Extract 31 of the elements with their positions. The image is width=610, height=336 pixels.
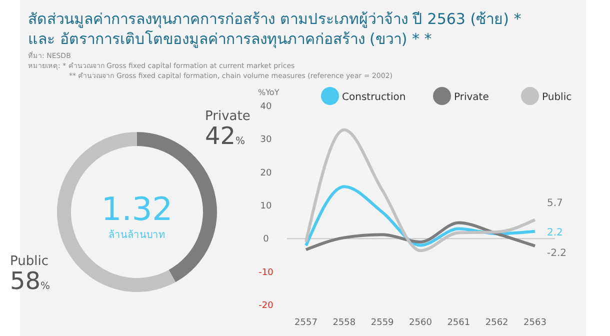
- y-tick-label: 40: [260, 102, 272, 112]
- text: ล้านล้านบาท: [108, 229, 166, 241]
- x-tick-label: 2558: [332, 318, 356, 328]
- y-tick-label: 0: [263, 234, 270, 245]
- line-series: [304, 221, 536, 252]
- data-label: 58%: [10, 267, 50, 295]
- x-tick-label: 2559: [370, 318, 394, 328]
- data-label: -2.2: [547, 248, 567, 259]
- data-label: 5.7: [547, 198, 563, 209]
- y-tick-label: 10: [260, 202, 272, 212]
- legend-label: Public: [542, 92, 572, 103]
- slice-label: Public: [10, 254, 48, 269]
- x-tick-label: 2562: [485, 318, 508, 328]
- legend-label: Construction: [342, 92, 406, 103]
- chart-subtitle: และ อัตราการเติบโตของมูลค่าการลงทุนภาคก่อสร้าง (ขวา) * *: [28, 30, 432, 49]
- data-label: 2.2: [547, 227, 563, 238]
- x-tick-label: 2557: [294, 318, 318, 328]
- x-tick-label: 2561: [447, 318, 470, 328]
- donut-slice: [57, 132, 176, 292]
- text: 1.32: [101, 190, 173, 228]
- y-tick-label: -10: [258, 268, 274, 278]
- legend-label: Private: [454, 92, 489, 103]
- x-tick-label: 2560: [409, 318, 432, 328]
- x-tick-label: 2563: [524, 318, 546, 328]
- slice-label: Private: [205, 109, 250, 124]
- y-tick-label: -20: [258, 301, 274, 311]
- y-tick-label: 30: [260, 135, 272, 146]
- chart-title: สัดส่วนมูลค่าการลงทุนภาคการก่อสร้าง ตามประเภทผู้ว่าจ้าง ปี 2563 (ซ้าย) *: [28, 10, 522, 29]
- y-axis-title: %YoY: [258, 88, 280, 97]
- y-tick-label: 20: [260, 168, 272, 178]
- data-label: 42%: [205, 122, 246, 150]
